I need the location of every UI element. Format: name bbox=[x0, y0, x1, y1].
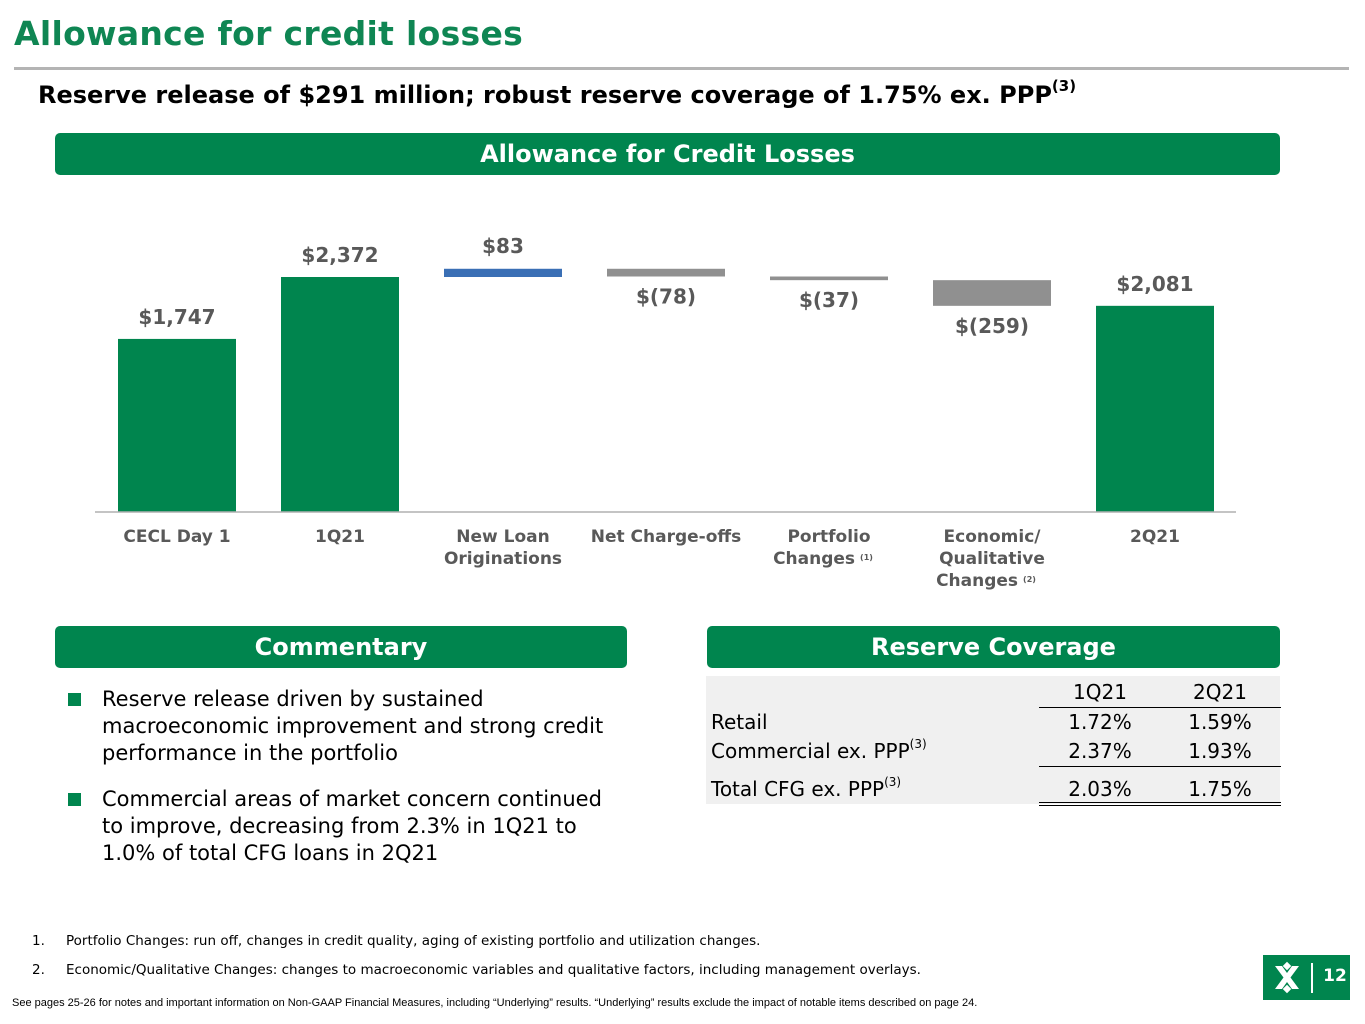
bar-value-label: $1,747 bbox=[138, 305, 215, 329]
coverage-section-header: Reserve Coverage bbox=[707, 626, 1280, 668]
cell-2q21: 1.75% bbox=[1188, 777, 1252, 801]
commentary-bullet: Reserve release driven by sustained macr… bbox=[66, 686, 626, 767]
bullet-square-icon bbox=[68, 793, 81, 806]
cell-2q21: 1.59% bbox=[1188, 710, 1252, 734]
waterfall-bar bbox=[118, 338, 236, 512]
table-row: Retail 1.72% 1.59% bbox=[706, 710, 1280, 740]
total-double-rule-top bbox=[1039, 802, 1281, 803]
footnote-text: Economic/Qualitative Changes: changes to… bbox=[66, 962, 921, 978]
page-badge bbox=[1263, 955, 1350, 1000]
category-footnote-ref: (1) bbox=[860, 553, 873, 562]
cell-1q21: 1.72% bbox=[1068, 710, 1132, 734]
category-tick-label: Portfolio bbox=[787, 527, 870, 547]
row-label-text: Total CFG ex. PPP bbox=[711, 777, 885, 801]
cell-1q21: 2.03% bbox=[1068, 777, 1132, 801]
category-tick-label: Changes (1) bbox=[773, 549, 873, 569]
bar-value-label: $83 bbox=[482, 234, 524, 258]
title-divider bbox=[14, 67, 1349, 70]
commentary-text: Reserve release driven by sustained macr… bbox=[102, 687, 604, 765]
page-title: Allowance for credit losses bbox=[14, 14, 524, 53]
category-tick-label: 1Q21 bbox=[315, 527, 365, 547]
footnote-ref: (3) bbox=[884, 775, 902, 790]
waterfall-bar bbox=[770, 276, 888, 281]
row-label-text: Retail bbox=[711, 710, 768, 734]
table-background bbox=[706, 676, 1280, 804]
total-double-rule-bottom bbox=[1039, 805, 1281, 806]
commentary-list: Reserve release driven by sustained macr… bbox=[66, 686, 626, 886]
bar-value-label: $2,081 bbox=[1116, 272, 1193, 296]
table-row: Commercial ex. PPP(3) 2.37% 1.93% bbox=[706, 737, 1280, 769]
row-label: Total CFG ex. PPP(3) bbox=[711, 775, 902, 801]
commentary-section-header: Commentary bbox=[55, 626, 627, 668]
category-footnote-ref: (2) bbox=[1023, 575, 1036, 584]
bar-value-label: $(78) bbox=[636, 285, 696, 309]
waterfall-bar bbox=[607, 268, 725, 277]
column-header: 2Q21 bbox=[1193, 680, 1247, 704]
category-tick-label: Net Charge-offs bbox=[591, 527, 742, 547]
footnote-number: 2. bbox=[32, 962, 45, 978]
category-tick-label: New Loan bbox=[456, 527, 549, 547]
waterfall-bar bbox=[933, 280, 1051, 306]
footnote-text: Portfolio Changes: run off, changes in c… bbox=[66, 933, 761, 949]
category-tick-label: CECL Day 1 bbox=[123, 527, 230, 547]
footnote-ref: (3) bbox=[909, 737, 927, 752]
header-rule bbox=[1039, 707, 1281, 708]
bar-value-label: $(259) bbox=[955, 314, 1029, 338]
category-tick-label: 2Q21 bbox=[1130, 527, 1180, 547]
category-tick-label: Originations bbox=[444, 549, 562, 569]
category-tick-label: Economic/ bbox=[944, 527, 1042, 547]
footnote: 1. Portfolio Changes: run off, changes in… bbox=[32, 933, 760, 949]
page-subtitle: Reserve release of $291 million; robust … bbox=[38, 77, 1077, 109]
row-label: Commercial ex. PPP(3) bbox=[711, 737, 927, 763]
commentary-text: Commercial areas of market concern conti… bbox=[102, 787, 602, 865]
badge-divider bbox=[1311, 963, 1313, 993]
row-label-text: Commercial ex. PPP bbox=[711, 739, 910, 763]
commentary-bullet: Commercial areas of market concern conti… bbox=[66, 786, 626, 867]
waterfall-bar bbox=[1096, 305, 1214, 512]
row-label: Retail bbox=[711, 710, 768, 734]
cell-1q21: 2.37% bbox=[1068, 739, 1132, 763]
column-header: 1Q21 bbox=[1073, 680, 1127, 704]
disclaimer: See pages 25-26 for notes and important … bbox=[12, 997, 978, 1009]
waterfall-chart: $1,747 CECL Day 1 $2,372 1Q21 $83 New LoanOri… bbox=[95, 234, 1236, 591]
category-tick-label: Qualitative bbox=[939, 549, 1045, 569]
bar-value-label: $(37) bbox=[799, 288, 859, 312]
subtotal-rule bbox=[1039, 766, 1281, 767]
category-tick-label: Changes (2) bbox=[936, 571, 1036, 591]
bar-value-label: $2,372 bbox=[301, 243, 378, 267]
chart-section-header: Allowance for Credit Losses bbox=[55, 133, 1280, 175]
citizens-logo-icon bbox=[1275, 961, 1299, 994]
waterfall-bar bbox=[281, 277, 399, 512]
footnote: 2. Economic/Qualitative Changes: changes … bbox=[32, 962, 921, 978]
table-total-row: Total CFG ex. PPP(3) 2.03% 1.75% bbox=[706, 775, 1280, 807]
page-number: 12 bbox=[1323, 966, 1347, 986]
subtitle-footnote-ref: (3) bbox=[1051, 77, 1077, 95]
footnote-number: 1. bbox=[32, 933, 45, 949]
table-header-row: 1Q21 2Q21 bbox=[706, 680, 1280, 710]
subtitle-text: Reserve release of $291 million; robust … bbox=[38, 81, 1052, 109]
cell-2q21: 1.93% bbox=[1188, 739, 1252, 763]
waterfall-bar bbox=[444, 268, 562, 277]
bullet-square-icon bbox=[68, 693, 81, 706]
